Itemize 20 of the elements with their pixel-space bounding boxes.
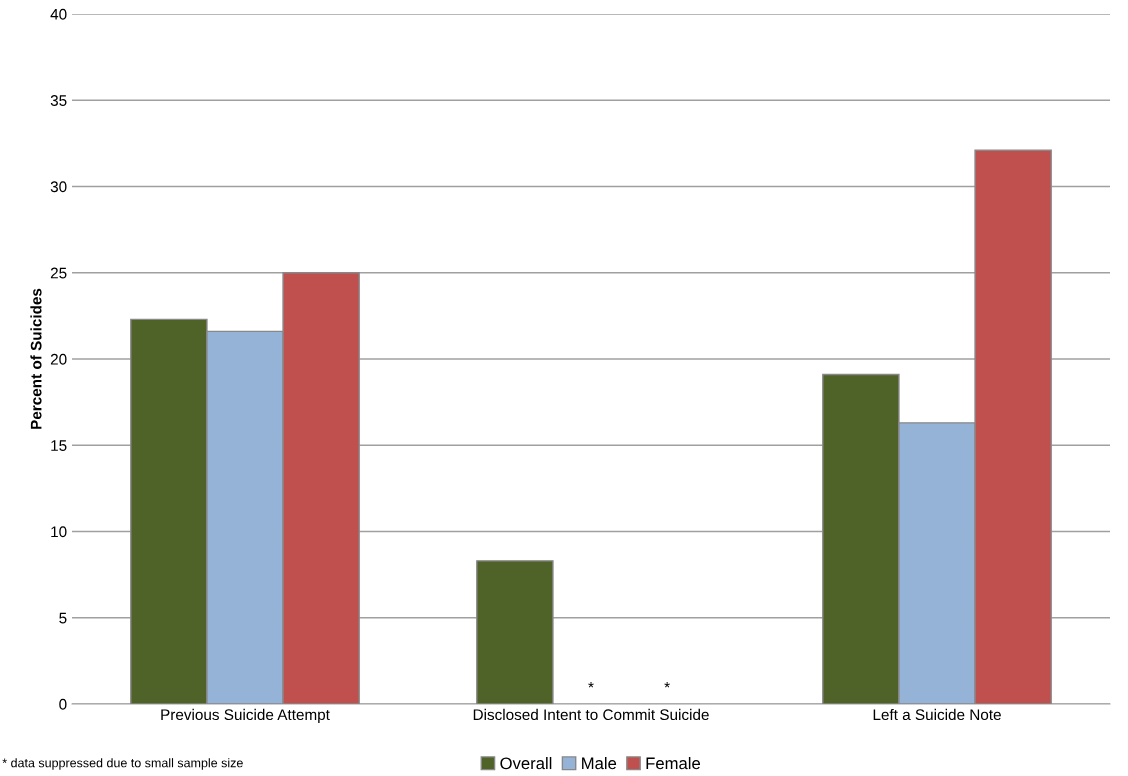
y-tick-label: 40 bbox=[50, 8, 67, 20]
y-tick-label: 15 bbox=[51, 440, 67, 451]
y-tick-label: 30 bbox=[50, 181, 67, 193]
y-tick-label: 5 bbox=[59, 612, 67, 624]
y-tick-label: 20 bbox=[50, 353, 67, 365]
y-tick-label: 10 bbox=[51, 526, 67, 538]
legend-label: Male bbox=[582, 757, 617, 770]
y-tick-label: 25 bbox=[50, 267, 67, 279]
y-tick-label: 35 bbox=[50, 95, 67, 106]
bar bbox=[476, 560, 554, 704]
text: * data suppressed due to small sample size bbox=[2, 758, 243, 770]
legend-label: Overall bbox=[500, 757, 552, 770]
annotation: * bbox=[664, 682, 670, 688]
legend-label: Female bbox=[646, 757, 700, 770]
x-tick-label: Disclosed Intent to Commit Suicide bbox=[473, 708, 709, 721]
x-tick-label: Previous Suicide Attempt bbox=[161, 708, 330, 724]
x-tick-label: Left a Suicide Note bbox=[873, 708, 1001, 721]
annotation: * bbox=[588, 682, 594, 688]
y-tick-label: 0 bbox=[59, 698, 67, 710]
y-axis-title: Percent of Suicides bbox=[30, 288, 42, 429]
